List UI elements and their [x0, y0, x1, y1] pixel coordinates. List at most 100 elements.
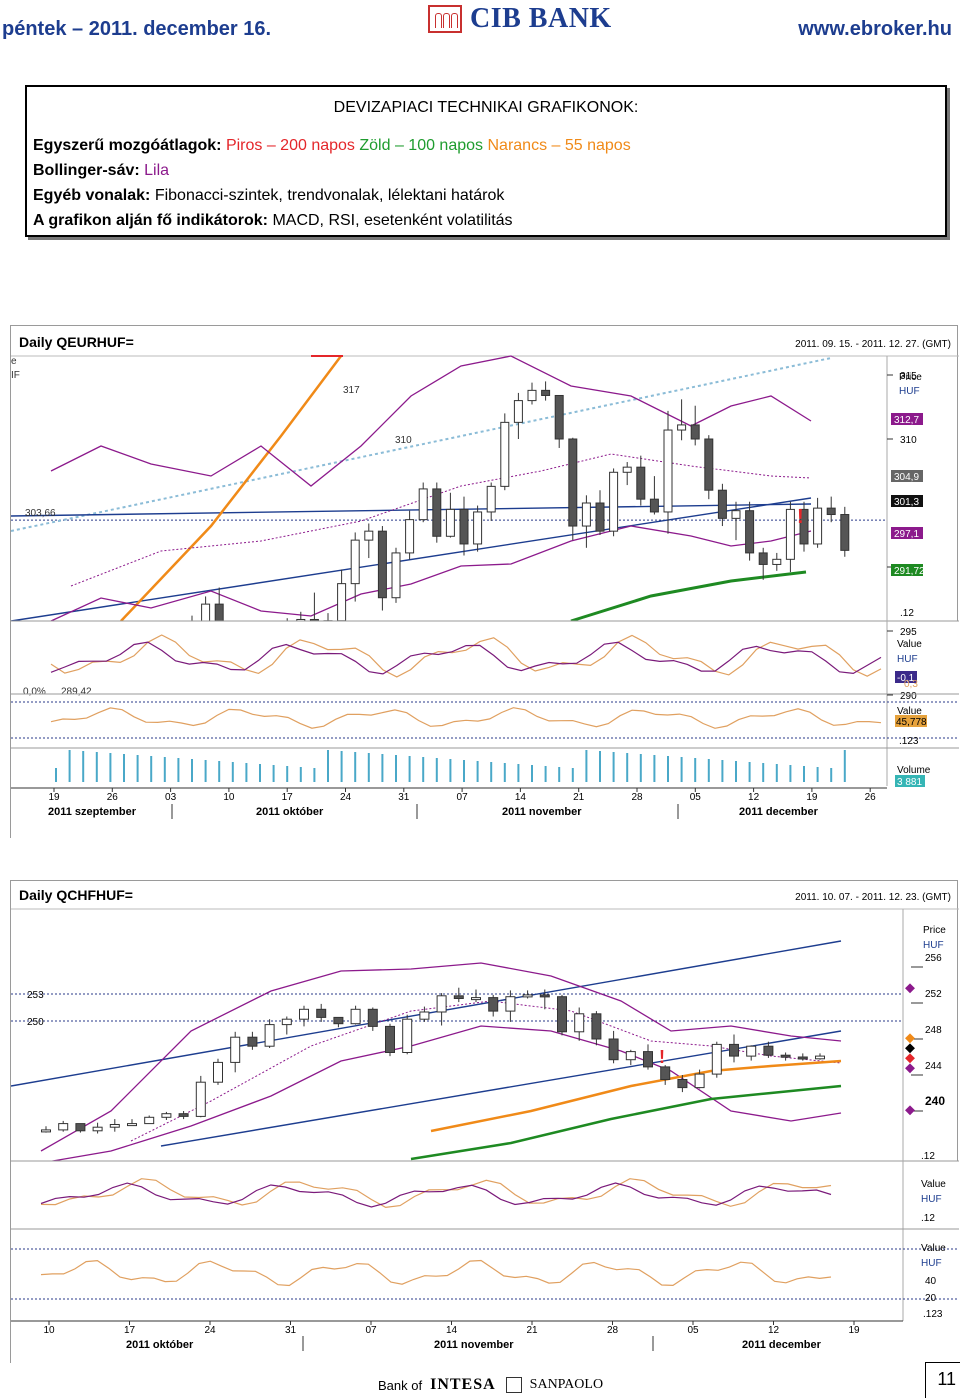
candle-body [264, 1024, 275, 1047]
candle-body [622, 466, 632, 473]
legend-diamond-icon [905, 983, 915, 994]
price-tick-label: 310 [900, 435, 917, 446]
footer-intesa: INTESA [430, 1376, 496, 1393]
month-label: 2011 november [502, 806, 582, 818]
x-tick-label: 07 [365, 1325, 377, 1336]
x-tick-label: 24 [340, 792, 352, 803]
x-tick-label: 21 [573, 792, 585, 803]
candle-body [41, 1129, 51, 1133]
candle-body [391, 552, 401, 599]
candle-body [405, 519, 415, 554]
tag-last-bg [891, 495, 923, 507]
axis-unit: HUF [899, 386, 920, 397]
bollinger-lower-line [50, 525, 812, 622]
volume-val: 3 881 [897, 777, 922, 788]
footer-sanpaolo: SANPAOLO [529, 1377, 604, 1392]
label-fib: 303,66 [25, 508, 56, 519]
macd-top-tick: .12 [900, 608, 914, 619]
legend-title: DEVIZAPIACI TECHNIKAI GRAFIKONOK: [333, 99, 639, 116]
candle-body [109, 1124, 120, 1128]
macd-val: -0,1 [897, 673, 915, 684]
candle-body [247, 1036, 258, 1047]
price-tick-label: 295 [900, 627, 917, 638]
x-tick-label: 07 [457, 792, 469, 803]
x-tick-label: 19 [806, 792, 818, 803]
candle-body [581, 502, 591, 527]
legend-other-line: Egyéb vonalak: Fibonacci-szintek, trendv… [33, 187, 945, 205]
price-tick-label: 248 [925, 1025, 942, 1036]
p2-title: Value [921, 1243, 946, 1254]
legend-boll-label: Bollinger-sáv: [33, 162, 140, 179]
month-label: 2011 november [434, 1339, 514, 1351]
channel-line-b [11, 497, 812, 622]
candle-body [663, 429, 673, 513]
legend-other-label: Egyéb vonalak: [33, 187, 151, 204]
axis-title-price: Price [923, 925, 946, 936]
candle-body [333, 1016, 344, 1025]
candle-body [660, 1066, 671, 1080]
candle-body [813, 507, 823, 545]
candle-body [643, 1051, 653, 1068]
channel-lower-line [160, 1030, 842, 1147]
bollinger-lower-line [40, 1025, 842, 1164]
site-url[interactable]: www.ebroker.hu [798, 18, 952, 40]
legend-diamond-icon [905, 1053, 915, 1064]
x-tick-label: 05 [690, 792, 702, 803]
candle-body [746, 1045, 757, 1057]
candle-body [230, 1036, 241, 1063]
candle-body [539, 994, 550, 998]
candle-body [127, 1123, 137, 1127]
candle-body [785, 508, 795, 560]
chart-range: 2011. 10. 07. - 2011. 12. 23. (GMT) [795, 892, 951, 903]
legend-ma-line: Egyszerű mozgóátlagok: Piros – 200 napos… [33, 137, 945, 155]
x-tick-label: 26 [107, 792, 119, 803]
candle-body [92, 1126, 103, 1132]
candle-body [488, 997, 499, 1012]
x-tick-label: 19 [48, 792, 60, 803]
x-tick-label: 14 [446, 1325, 458, 1336]
tag-boll-lower-bg [891, 527, 923, 539]
candle-body [636, 466, 646, 500]
tag-boll-upper: 312,7 [894, 415, 919, 426]
macd-val2: 0,3 [904, 679, 918, 690]
page-number-frame [925, 1362, 960, 1398]
ma100-green-line [570, 570, 807, 623]
legend-box: DEVIZAPIACI TECHNIKAI GRAFIKONOK: Egysze… [25, 85, 947, 237]
candle-body [161, 1113, 172, 1118]
p2-tick-40: 40 [925, 1276, 937, 1287]
candle-body [432, 488, 442, 537]
candle-body [840, 514, 850, 551]
label-fib0: 0,0% [23, 686, 46, 697]
price-tick-label: 256 [925, 953, 942, 964]
logo-text: CIB BANK [470, 3, 612, 34]
candle-body [711, 1043, 722, 1075]
candle-body [522, 994, 533, 998]
candle-body [385, 1025, 395, 1053]
x-tick-label: 26 [865, 792, 877, 803]
cib-logo-icon [428, 5, 462, 33]
candle-body [75, 1123, 86, 1132]
candle-body [299, 1008, 309, 1020]
price-tick-label: 244 [925, 1061, 942, 1072]
candle-body [797, 1056, 808, 1060]
candle-body [402, 1018, 413, 1053]
tag-last-high: 304,9 [894, 472, 919, 483]
candle-body [677, 424, 687, 431]
x-tick-label: 17 [124, 1325, 136, 1336]
tag-last: 301,3 [894, 497, 919, 508]
x-tick-label: 17 [282, 792, 294, 803]
macd-title: Value [897, 639, 922, 650]
volume-title: Volume [897, 765, 931, 776]
legend-ind-line: A grafikon alján fő indikátorok: MACD, R… [33, 212, 945, 230]
legend-ma-orange: Narancs – 55 napos [487, 137, 631, 154]
chart-title: Daily QEURHUF= [19, 334, 134, 350]
candle-body [377, 530, 387, 599]
legend-boll-value: Lila [144, 162, 170, 179]
candle-body [213, 1061, 223, 1083]
legend-diamond-icon [905, 1043, 915, 1054]
month-label: 2011 december [739, 806, 819, 818]
tag-boll-lower: 297,1 [894, 529, 919, 540]
legend-diamond-icon [905, 1063, 915, 1074]
candle-body [364, 530, 374, 541]
candle-body [826, 507, 836, 516]
